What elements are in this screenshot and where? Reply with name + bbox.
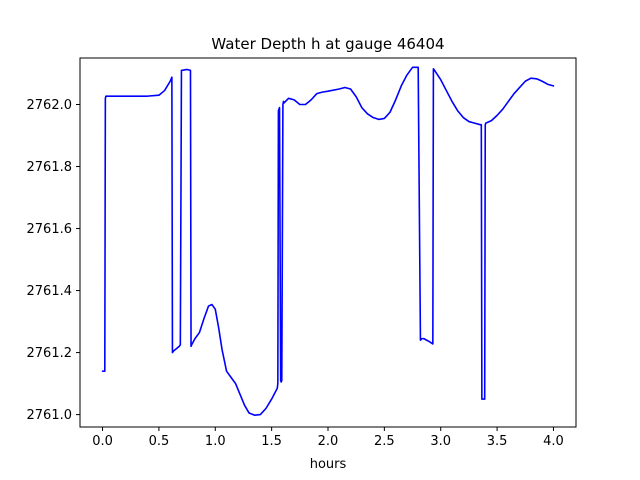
x-tick-label: 0.0 <box>92 434 113 449</box>
plot-area <box>80 58 576 427</box>
x-axis: 0.0 0.5 1.0 1.5 2.0 2.5 3.0 3.5 4.0 <box>92 427 564 449</box>
y-tick-label: 2761.6 <box>27 222 73 237</box>
y-tick-label: 2761.4 <box>27 284 73 299</box>
plot-background <box>80 58 576 427</box>
y-tick-label: 2761.8 <box>27 160 73 175</box>
y-tick-label: 2761.2 <box>27 346 73 361</box>
x-tick-label: 0.5 <box>149 434 170 449</box>
x-axis-label: hours <box>310 457 347 472</box>
y-tick-label: 2761.0 <box>27 408 73 423</box>
x-tick-label: 1.0 <box>205 434 226 449</box>
x-tick-label: 2.0 <box>318 434 339 449</box>
x-tick-label: 4.0 <box>543 434 564 449</box>
x-tick-label: 2.5 <box>374 434 395 449</box>
x-tick-label: 3.0 <box>430 434 451 449</box>
series-layer <box>101 66 555 417</box>
x-tick-label: 3.5 <box>487 434 508 449</box>
chart-title: Water Depth h at gauge 46404 <box>211 35 444 53</box>
y-axis: 2761.0 2761.2 2761.4 2761.6 2761.8 2762.0 <box>27 98 80 423</box>
y-tick-label: 2762.0 <box>27 98 73 113</box>
x-tick-label: 1.5 <box>261 434 282 449</box>
series-line <box>101 66 555 417</box>
